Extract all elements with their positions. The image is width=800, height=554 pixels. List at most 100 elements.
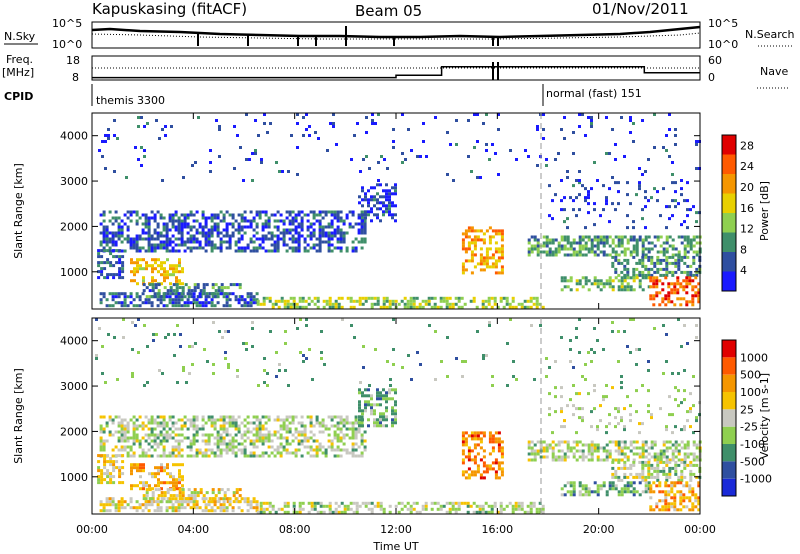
velocity-data-cell bbox=[473, 455, 477, 459]
power-data-cell bbox=[145, 286, 149, 290]
power-data-cell bbox=[355, 299, 359, 303]
power-data-cell bbox=[358, 216, 361, 220]
velocity-data-cell bbox=[334, 507, 338, 511]
velocity-data-cell bbox=[635, 389, 638, 393]
velocity-data-cell bbox=[201, 509, 205, 513]
velocity-data-cell bbox=[677, 449, 681, 453]
velocity-data-cell bbox=[464, 470, 468, 474]
power-data-cell bbox=[264, 222, 268, 226]
velocity-data-cell bbox=[656, 478, 660, 482]
velocity-data-cell bbox=[632, 481, 636, 485]
velocity-data-cell bbox=[216, 439, 220, 443]
power-data-cell bbox=[174, 304, 178, 308]
velocity-data-cell bbox=[358, 391, 361, 395]
power-data-cell bbox=[361, 219, 364, 223]
velocity-data-cell bbox=[367, 400, 370, 404]
power-data-cell bbox=[668, 217, 671, 221]
velocity-data-cell bbox=[409, 504, 413, 508]
velocity-data-cell bbox=[160, 487, 163, 491]
power-data-cell bbox=[605, 238, 609, 242]
nsky-tick-bottom: 10^0 bbox=[52, 38, 82, 51]
velocity-data-cell bbox=[581, 487, 585, 491]
velocity-data-cell bbox=[376, 394, 379, 398]
power-data-cell bbox=[145, 267, 148, 271]
power-data-cell bbox=[418, 302, 422, 306]
velocity-y-tick-label: 3000 bbox=[60, 380, 88, 393]
velocity-data-cell bbox=[175, 484, 178, 488]
velocity-data-cell bbox=[192, 497, 196, 501]
power-data-cell bbox=[222, 234, 226, 238]
velocity-data-cell bbox=[635, 348, 638, 351]
velocity-data-cell bbox=[647, 446, 651, 450]
power-data-cell bbox=[298, 296, 302, 300]
power-data-cell bbox=[148, 283, 152, 287]
velocity-data-cell bbox=[189, 439, 193, 443]
velocity-data-cell bbox=[671, 458, 675, 462]
power-data-cell bbox=[309, 210, 313, 214]
velocity-data-cell bbox=[204, 509, 208, 513]
power-data-cell bbox=[103, 276, 107, 280]
velocity-data-cell bbox=[120, 436, 124, 440]
power-data-cell bbox=[614, 235, 618, 239]
power-data-cell bbox=[174, 292, 178, 296]
velocity-data-cell bbox=[222, 439, 226, 443]
power-data-cell bbox=[300, 234, 304, 238]
power-data-cell bbox=[659, 235, 663, 239]
power-data-cell bbox=[169, 282, 172, 286]
power-data-cell bbox=[209, 149, 212, 152]
velocity-data-cell bbox=[674, 469, 678, 473]
velocity-data-cell bbox=[324, 427, 328, 431]
velocity-data-cell bbox=[473, 431, 477, 435]
power-data-cell bbox=[685, 279, 689, 283]
power-data-cell bbox=[204, 219, 208, 223]
power-data-cell bbox=[133, 267, 136, 271]
power-data-cell bbox=[664, 303, 668, 307]
power-data-cell bbox=[584, 282, 588, 286]
velocity-data-cell bbox=[114, 430, 118, 434]
power-data-cell bbox=[590, 238, 594, 242]
power-data-cell bbox=[210, 231, 214, 235]
power-data-cell bbox=[117, 228, 121, 232]
power-data-cell bbox=[171, 222, 175, 226]
velocity-data-cell bbox=[569, 360, 572, 363]
power-data-cell bbox=[590, 244, 594, 248]
velocity-data-cell bbox=[626, 487, 630, 491]
velocity-data-cell bbox=[231, 436, 235, 440]
power-data-cell bbox=[665, 267, 669, 271]
power-data-cell bbox=[258, 243, 262, 247]
velocity-data-cell bbox=[557, 440, 561, 444]
velocity-data-cell bbox=[207, 415, 211, 419]
power-data-cell bbox=[638, 258, 642, 262]
power-data-cell bbox=[135, 292, 139, 296]
velocity-data-cell bbox=[131, 372, 134, 375]
velocity-data-cell bbox=[189, 500, 193, 504]
power-data-cell bbox=[584, 244, 588, 248]
power-data-cell bbox=[105, 228, 109, 232]
velocity-data-cell bbox=[192, 433, 196, 437]
velocity-data-cell bbox=[126, 427, 130, 431]
velocity-data-cell bbox=[596, 449, 600, 453]
power-data-cell bbox=[117, 295, 121, 299]
velocity-data-cell bbox=[530, 449, 534, 453]
power-data-cell bbox=[623, 276, 627, 280]
power-data-cell bbox=[209, 170, 212, 173]
velocity-data-cell bbox=[385, 391, 388, 395]
power-data-cell bbox=[144, 231, 148, 235]
velocity-data-cell bbox=[683, 324, 686, 327]
power-data-cell bbox=[532, 296, 536, 300]
nave-label: Nave bbox=[760, 65, 788, 78]
power-data-cell bbox=[505, 302, 509, 306]
velocity-data-cell bbox=[569, 481, 573, 485]
velocity-data-cell bbox=[130, 466, 133, 470]
velocity-data-cell bbox=[587, 490, 591, 494]
power-data-cell bbox=[225, 240, 229, 244]
power-data-cell bbox=[166, 273, 169, 277]
power-data-cell bbox=[291, 210, 295, 214]
power-data-cell bbox=[488, 235, 492, 239]
power-data-cell bbox=[159, 301, 163, 305]
power-data-cell bbox=[376, 207, 379, 211]
power-data-cell bbox=[388, 189, 391, 193]
power-data-cell bbox=[364, 299, 368, 303]
velocity-data-cell bbox=[156, 506, 160, 510]
power-data-cell bbox=[204, 216, 208, 220]
